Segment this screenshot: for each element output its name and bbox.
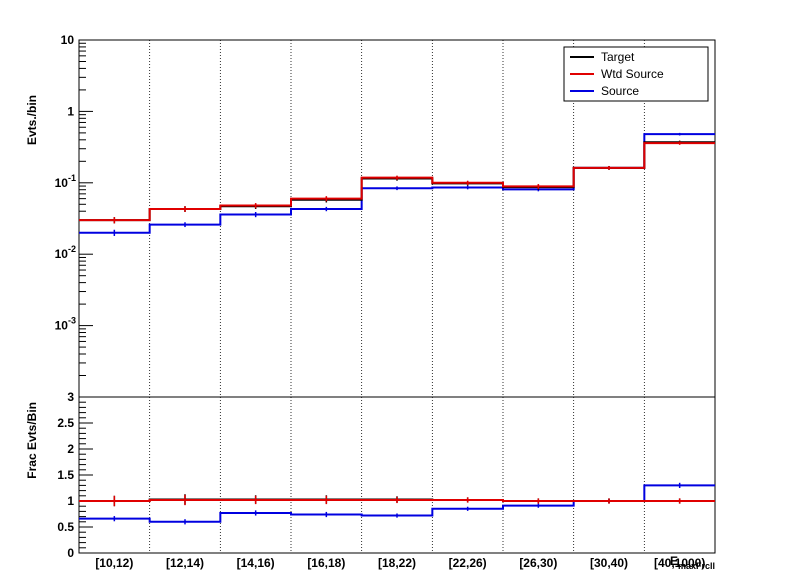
x-category-label: [12,14) <box>166 556 204 570</box>
main-y-tick-label: 10 <box>61 33 75 47</box>
ratio-y-tick-label: 1 <box>67 494 74 508</box>
x-axis-label: EmaxFrcll <box>670 554 715 571</box>
main-y-tick-label: 10-3 <box>55 316 76 333</box>
ratio-y-tick-label: 2.5 <box>57 416 74 430</box>
legend-label: Source <box>601 84 639 98</box>
x-category-label: [16,18) <box>307 556 345 570</box>
x-category-label: [18,22) <box>378 556 416 570</box>
x-category-label: [14,16) <box>237 556 275 570</box>
main-y-tick-label: 1 <box>67 104 74 118</box>
ratio-y-tick-label: 0.5 <box>57 520 74 534</box>
ratio-y-tick-label: 2 <box>67 442 74 456</box>
legend-label: Wtd Source <box>601 67 664 81</box>
ratio-y-tick-label: 3 <box>67 390 74 404</box>
legend-label: Target <box>601 50 635 64</box>
ratio-panel: 0 0.5 1 1.5 2 2.5 3 Frac Evts/Bin [10,12) [12,14)… <box>25 390 716 571</box>
x-category-label: [30,40) <box>590 556 628 570</box>
ratio-y-tick-label: 1.5 <box>57 468 74 482</box>
ratio-y-axis-label: Frac Evts/Bin <box>25 402 39 479</box>
x-category-label: [40,1000) <box>654 556 705 570</box>
main-y-axis-label: Evts./bin <box>25 95 39 145</box>
main-y-tick-label: 10-2 <box>55 244 76 261</box>
x-category-label: [22,26) <box>449 556 487 570</box>
main-y-tick-label: 10-1 <box>55 173 76 190</box>
main-panel: 10-3 10-2 10-1 1 10 Evts./bin <box>25 33 716 398</box>
ratio-y-tick-label: 0 <box>67 546 74 560</box>
x-category-label: [26,30) <box>519 556 557 570</box>
legend: Target Wtd Source Source <box>563 46 709 102</box>
x-category-label: [10,12) <box>95 556 133 570</box>
